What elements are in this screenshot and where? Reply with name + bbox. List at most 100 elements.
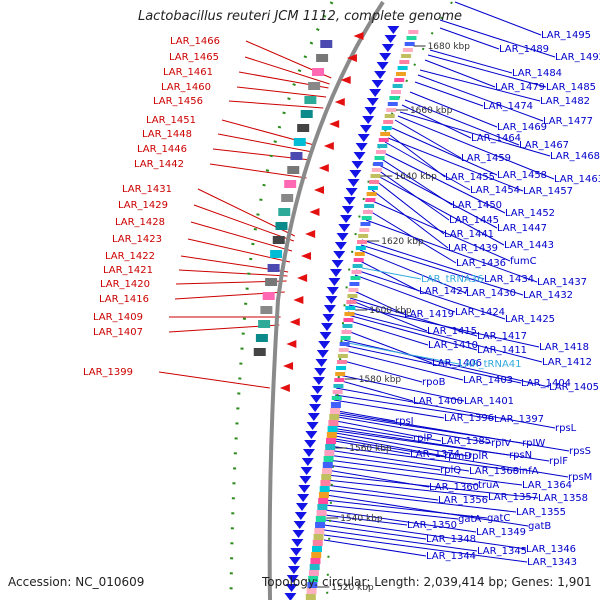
leader-line-right [404, 99, 520, 146]
leader-line-left [244, 56, 330, 85]
leader-line-right [374, 179, 445, 235]
gene-label-right: LAR_1357 [488, 492, 538, 503]
feature-block [378, 138, 389, 142]
leader-line-right [347, 314, 478, 351]
gene-label-right: LAR_1355 [516, 507, 566, 518]
feature-block [308, 82, 321, 90]
leader-line-right [417, 74, 544, 122]
gene-label-right: rpmD [444, 451, 472, 462]
feature-block [253, 348, 266, 356]
gene-label-right: LAR_1410 [428, 340, 478, 351]
feature-block [349, 282, 360, 286]
gene-label-right: LAR_1419 [404, 309, 454, 320]
forward-arrow [325, 296, 338, 304]
forward-arrow [329, 269, 342, 277]
feature-block [348, 288, 359, 292]
forward-arrow [336, 233, 349, 241]
feature-block [293, 138, 306, 146]
forward-arrow [369, 89, 382, 97]
forward-arrow [286, 575, 299, 583]
leader-line-right [324, 514, 408, 526]
gene-label-right: LAR_1482 [540, 96, 590, 107]
gene-label-right: LAR_1425 [505, 314, 555, 325]
leader-line-right [337, 379, 414, 402]
gene-label-right: LAR_1396 [444, 413, 494, 424]
feature-block [337, 354, 348, 358]
feature-block [397, 66, 408, 70]
leader-line-right [424, 59, 496, 88]
gene-label-right: LAR_1464 [471, 133, 521, 144]
feature-block [313, 534, 324, 540]
feature-block [383, 120, 394, 124]
feature-block [334, 378, 345, 382]
gene-label-left: LAR_1446 [137, 144, 187, 155]
feature-block [297, 124, 310, 132]
feature-block [335, 372, 346, 376]
feature-block [258, 320, 271, 328]
kbp-label: 1600 kbp [369, 306, 412, 316]
feature-block [327, 426, 338, 432]
gene-label-right: LAR_1434 [484, 274, 534, 285]
leader-line-right [332, 411, 570, 452]
leader-line-right [342, 344, 522, 384]
kbp-ticks: 1680 kbp 1660 kbp 1640 kbp 1620 kbp 1600 kbp… [317, 42, 470, 593]
feature-block [315, 522, 326, 528]
leader-line-right [333, 399, 445, 419]
feature-block [311, 552, 322, 558]
gene-label-right: LAR_1430 [466, 288, 516, 299]
forward-arrow [295, 503, 308, 511]
gene-label-right: rpsJ [395, 416, 414, 427]
leader-line-right [371, 189, 449, 249]
reverse-arrow [279, 384, 290, 392]
gene-label-right: LAR_1418 [539, 342, 589, 353]
gene-label-right: LAR_1364 [522, 480, 572, 491]
feature-block [333, 384, 344, 388]
gene-label-right: infA [519, 466, 539, 477]
feature-block [284, 180, 297, 188]
forward-arrow [353, 152, 366, 160]
leader-line-left [209, 163, 307, 179]
leader-line-left [236, 86, 327, 98]
accession-text: Accession: NC_010609 [8, 575, 145, 589]
leader-line-right [326, 464, 479, 486]
gene-label-right: rplP [413, 433, 432, 444]
leader-line-right [346, 319, 429, 346]
gene-label-right: LAR_1439 [448, 243, 498, 254]
leader-line-right [397, 115, 555, 180]
reverse-arrow [353, 32, 364, 40]
gene-label-right: LAR_1348 [426, 534, 476, 545]
forward-arrow [364, 107, 377, 115]
reverse-strand-arrows [279, 32, 364, 392]
forward-arrow [289, 557, 302, 565]
forward-arrow [294, 512, 307, 520]
leader-line-right [354, 274, 456, 313]
leader-line-right [329, 424, 414, 439]
feature-block [312, 68, 325, 76]
reverse-arrow [314, 186, 325, 194]
forward-arrow [309, 404, 322, 412]
gene-label-right: LAR_1450 [452, 200, 502, 211]
kbp-label: 1640 kbp [394, 172, 437, 182]
leader-line-right [324, 519, 527, 550]
kbp-label: 1680 kbp [428, 42, 471, 52]
forward-arrow [315, 359, 328, 367]
feature-block [325, 438, 336, 444]
rna-label: LAR_tRNA41 [459, 359, 522, 370]
gene-label-right: LAR_1459 [461, 153, 511, 164]
feature-block [325, 444, 336, 450]
leader-line-right [401, 104, 472, 139]
feature-block [387, 102, 398, 106]
forward-arrow [284, 593, 297, 600]
leader-line-right [409, 91, 498, 128]
feature-block [367, 186, 378, 190]
feature-block [347, 294, 358, 298]
feature-block [402, 48, 413, 52]
forward-arrow [304, 440, 317, 448]
feature-block [320, 40, 333, 48]
gene-label-right: LAR_1469 [497, 122, 547, 133]
forward-arrow [311, 386, 324, 394]
feature-block [320, 480, 331, 486]
forward-arrow [318, 341, 331, 349]
feature-block [395, 72, 406, 76]
